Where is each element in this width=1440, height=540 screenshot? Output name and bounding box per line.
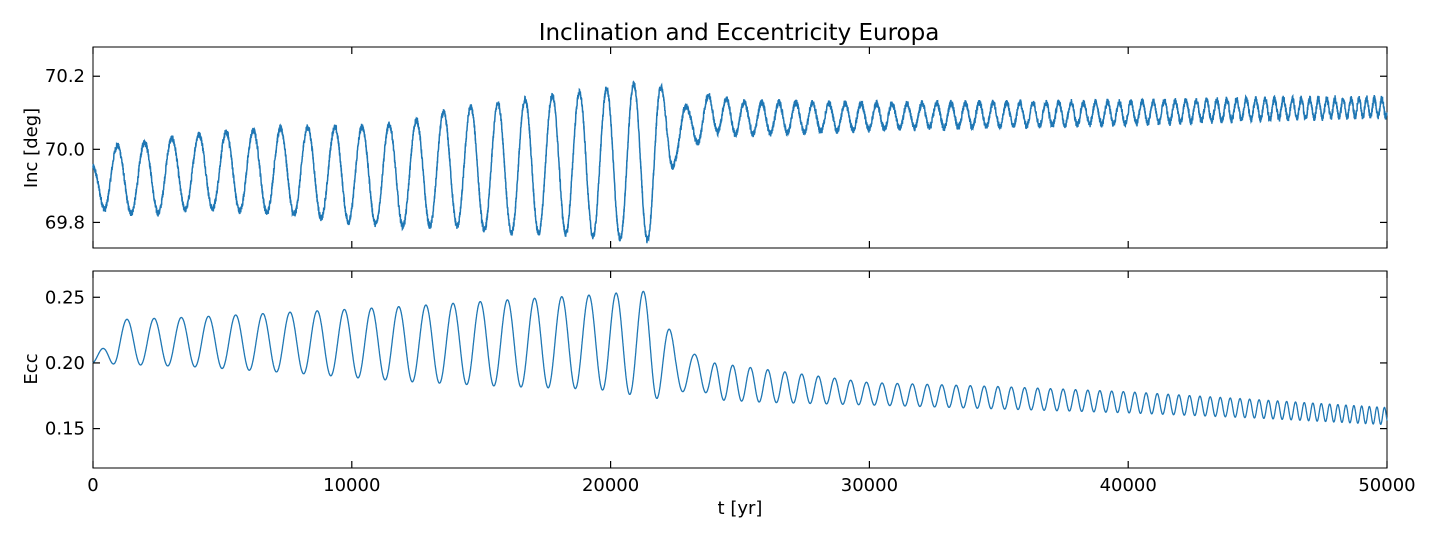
- x-tick-label: 50000: [1358, 475, 1415, 496]
- inclination-x-ticks: [92, 47, 1388, 248]
- inclination-y-axis-label: Inc [deg]: [21, 108, 42, 188]
- inclination-y-tick-label: 69.8: [45, 212, 85, 233]
- eccentricity-y-tick-label: 0.20: [45, 353, 85, 374]
- x-tick-label: 30000: [841, 475, 898, 496]
- x-tick-label: 40000: [1100, 475, 1157, 496]
- eccentricity-y-ticks: 0.15 0.20 0.25: [45, 287, 1387, 440]
- inclination-y-ticks: 69.8 70.0 70.2: [45, 66, 1387, 233]
- inclination-series-line: [92, 80, 1388, 244]
- eccentricity-axes-frame: [92, 270, 1388, 469]
- x-tick-label: 20000: [582, 475, 639, 496]
- eccentricity-y-tick-label: 0.15: [45, 419, 85, 440]
- inclination-y-tick-label: 70.0: [45, 139, 85, 160]
- inclination-y-tick-label: 70.2: [45, 66, 85, 87]
- chart-title: Inclination and Eccentricity Europa: [539, 20, 940, 46]
- eccentricity-x-ticks: 0 10000 20000 30000 40000 50000: [87, 271, 1416, 496]
- x-tick-label: 0: [87, 475, 98, 496]
- x-axis-label: t [yr]: [718, 498, 763, 519]
- x-tick-label: 10000: [323, 475, 380, 496]
- eccentricity-panel: 0.150.200.25 0 10000 20000 30000 40000 50000 …: [21, 270, 1416, 519]
- inclination-axes-frame: [92, 46, 1388, 249]
- inclination-panel: 69.8 70.0 70.2 Inc [deg]: [21, 46, 1388, 249]
- eccentricity-series-line: [92, 290, 1388, 425]
- eccentricity-y-tick-label: 0.25: [45, 287, 85, 308]
- eccentricity-y-axis-label: Ecc: [21, 353, 42, 384]
